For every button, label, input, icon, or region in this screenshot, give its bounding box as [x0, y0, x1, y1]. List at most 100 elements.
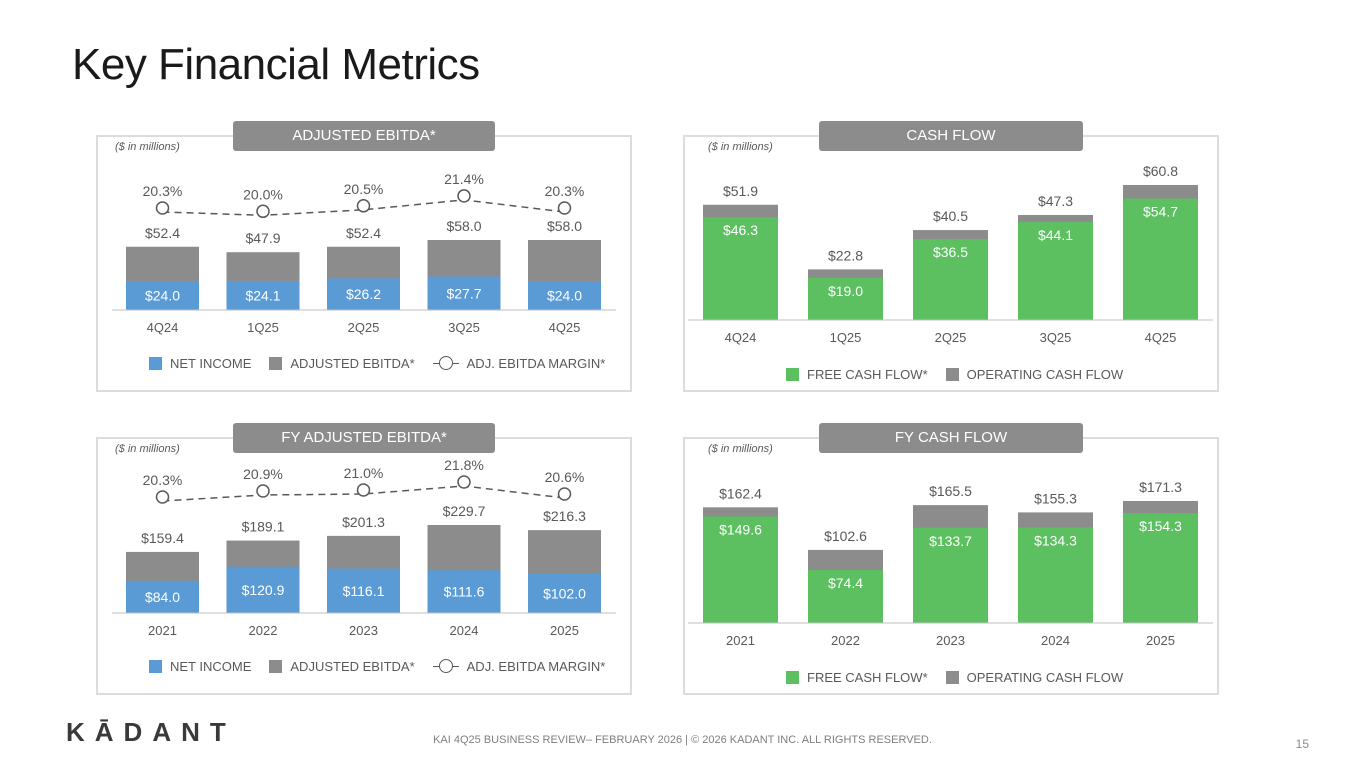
bar-net-income	[226, 566, 300, 613]
page-title: Key Financial Metrics	[72, 40, 480, 89]
data-label-net-income: $120.9	[242, 582, 285, 598]
fy-adj-ebitda-units: ($ in millions)	[115, 443, 180, 455]
legend-adjusted-ebitda: ADJUSTED EBITDA*	[290, 355, 415, 371]
legend-operating-cash-flow: OPERATING CASH FLOW	[966, 366, 1124, 382]
data-label-adjusted-ebitda: $58.0	[446, 218, 481, 234]
data-label-adjusted-ebitda: $58.0	[547, 218, 582, 234]
fy-cash-flow-units: ($ in millions)	[708, 443, 773, 455]
x-tick-label: 2022	[831, 633, 860, 648]
x-tick-label: 3Q25	[448, 320, 480, 335]
bar-free-cash-flow	[1018, 222, 1093, 320]
bar-net-income	[226, 280, 300, 310]
data-label-net-income: $84.0	[145, 589, 180, 605]
margin-line-marker-icon	[432, 659, 459, 673]
x-tick-label: 2023	[349, 623, 378, 638]
legend-free-cash-flow: FREE CASH FLOW*	[807, 366, 928, 382]
margin-point	[256, 484, 270, 498]
data-label-net-income: $116.1	[343, 583, 385, 599]
data-label-net-income: $24.1	[245, 287, 280, 303]
x-tick-label: 4Q24	[725, 330, 757, 345]
data-label-margin: 20.3%	[143, 472, 183, 488]
data-label-margin: 21.8%	[444, 457, 484, 473]
footer-text: KAI 4Q25 BUSINESS REVIEW– FEBRUARY 2026 …	[433, 734, 932, 746]
bar-net-income	[327, 278, 400, 310]
bar-free-cash-flow	[703, 217, 778, 320]
bar-net-income	[528, 281, 601, 310]
x-tick-label: 2023	[936, 633, 965, 648]
margin-point	[155, 490, 170, 504]
fy-cash-flow-title: FY CASH FLOW	[819, 423, 1083, 453]
margin-line-marker-icon	[432, 356, 459, 370]
data-label-free-cash-flow: $54.7	[1143, 204, 1178, 220]
x-tick-label: 2Q25	[348, 320, 380, 335]
data-label-operating-cash-flow: $155.3	[1034, 490, 1077, 506]
margin-point	[356, 483, 371, 497]
x-tick-label: 2021	[726, 633, 755, 648]
operating-cash-flow-swatch	[945, 367, 959, 381]
page-number: 15	[1295, 737, 1309, 751]
free-cash-flow-swatch	[786, 670, 799, 684]
bar-net-income	[327, 568, 400, 613]
data-label-adjusted-ebitda: $52.4	[346, 225, 381, 241]
fy-cash-flow-legend: FREE CASH FLOW* OPERATING CASH FLOW	[786, 667, 1135, 687]
x-tick-label: 2025	[550, 623, 579, 638]
ebitda-swatch	[269, 356, 283, 370]
bar-free-cash-flow	[808, 277, 883, 320]
data-label-margin: 21.4%	[444, 171, 484, 187]
x-tick-label: 2Q25	[935, 330, 967, 345]
free-cash-flow-swatch	[786, 367, 799, 381]
data-label-operating-cash-flow: $165.5	[929, 483, 972, 499]
margin-point	[356, 199, 371, 213]
data-label-margin: 21.0%	[344, 465, 384, 481]
legend-free-cash-flow: FREE CASH FLOW*	[807, 669, 928, 685]
margin-point	[557, 201, 572, 215]
data-label-adjusted-ebitda: $229.7	[443, 503, 486, 519]
x-tick-label: 2025	[1146, 633, 1175, 648]
x-tick-label: 2024	[450, 623, 479, 638]
legend-adjusted-ebitda: ADJUSTED EBITDA*	[290, 658, 415, 674]
x-tick-label: 4Q25	[549, 320, 581, 335]
data-label-net-income: $24.0	[145, 288, 180, 304]
data-label-margin: 20.3%	[545, 183, 585, 199]
x-tick-label: 3Q25	[1040, 330, 1072, 345]
data-label-operating-cash-flow: $102.6	[824, 528, 867, 544]
x-tick-label: 2022	[249, 623, 278, 638]
data-label-free-cash-flow: $44.1	[1038, 227, 1073, 243]
bar-free-cash-flow	[808, 570, 883, 623]
margin-point	[155, 201, 170, 215]
bar-net-income	[528, 573, 601, 613]
cash-flow-units: ($ in millions)	[708, 141, 773, 153]
bar-free-cash-flow	[1018, 527, 1093, 623]
data-label-adjusted-ebitda: $189.1	[242, 519, 285, 535]
data-label-margin: 20.3%	[143, 183, 183, 199]
legend-net-income: NET INCOME	[170, 355, 252, 371]
data-label-operating-cash-flow: $162.4	[719, 485, 762, 501]
data-label-operating-cash-flow: $171.3	[1139, 479, 1182, 495]
bar-free-cash-flow	[1123, 198, 1198, 320]
kadant-logo: KĀDANT	[66, 717, 236, 747]
operating-cash-flow-swatch	[945, 670, 959, 684]
adj-ebitda-legend: NET INCOME ADJUSTED EBITDA* ADJ. EBITDA …	[149, 353, 617, 373]
data-label-free-cash-flow: $154.3	[1139, 518, 1182, 534]
data-label-free-cash-flow: $74.4	[828, 575, 863, 591]
x-tick-label: 1Q25	[830, 330, 862, 345]
cash-flow-legend: FREE CASH FLOW* OPERATING CASH FLOW	[786, 364, 1135, 384]
x-tick-label: 4Q25	[1145, 330, 1177, 345]
net-income-swatch	[149, 659, 162, 673]
x-tick-label: 2021	[148, 623, 177, 638]
data-label-adjusted-ebitda: $216.3	[543, 508, 586, 524]
data-label-free-cash-flow: $46.3	[723, 222, 758, 238]
data-label-adjusted-ebitda: $201.3	[342, 514, 385, 530]
bar-free-cash-flow	[913, 527, 988, 623]
data-label-margin: 20.0%	[243, 186, 283, 202]
legend-adj-ebitda-margin: ADJ. EBITDA MARGIN*	[466, 355, 606, 371]
data-label-adjusted-ebitda: $47.9	[245, 230, 280, 246]
data-label-net-income: $27.7	[446, 285, 481, 301]
x-tick-label: 4Q24	[147, 320, 179, 335]
data-label-net-income: $102.0	[543, 585, 586, 601]
bar-free-cash-flow	[703, 516, 778, 623]
data-label-operating-cash-flow: $51.9	[723, 183, 758, 199]
